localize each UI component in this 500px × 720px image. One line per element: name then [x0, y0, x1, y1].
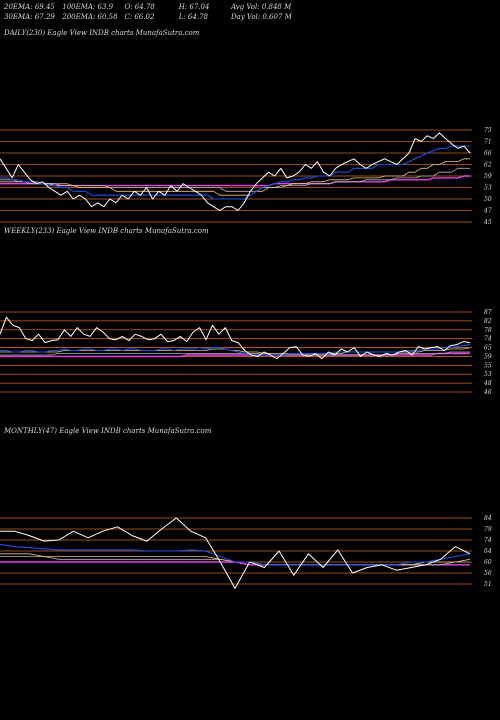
monthly-y-tick-label: 60 [484, 559, 492, 566]
weekly-y-tick-label: 65 [484, 345, 492, 352]
close-label: C: 66.02 [124, 13, 155, 21]
low-label: L: 64.78 [178, 13, 208, 21]
ema200-label: 200EMA: 60.58 [62, 13, 118, 21]
monthly-price-line [0, 517, 471, 589]
weekly-y-tick-label: 46 [483, 389, 492, 396]
day-vol-label: Day Vol: 0.607 M [230, 13, 292, 21]
daily-y-tick-label: 59 [484, 173, 492, 180]
monthly-ema-short-line [0, 543, 471, 566]
weekly-y-tick-label: 53 [484, 371, 492, 378]
avg-vol-label: Avg Vol: 0.848 M [230, 3, 292, 11]
ema20-label: 20EMA: 69.45 [4, 3, 55, 11]
weekly-ema-short-line [0, 344, 471, 356]
high-label: H: 67.04 [178, 3, 210, 11]
monthly-y-tick-label: 84 [484, 515, 492, 522]
ema100-label: 100EMA: 63.9 [62, 3, 114, 11]
weekly-chart-title: WEEKLY(233) Eagle View INDB charts Munaf… [4, 227, 209, 235]
monthly-chart-title: MONTHLY(47) Eagle View INDB charts Munaf… [4, 427, 212, 435]
daily-y-tick-label: 66 [484, 150, 492, 157]
daily-ema-mid2-line [0, 167, 470, 192]
weekly-y-tick-label: 48 [483, 380, 492, 387]
weekly-ema-long-line [0, 352, 470, 358]
daily-ema-mid1-line [0, 158, 470, 196]
daily-price-line [0, 132, 471, 211]
weekly-y-tick-label: 78 [484, 327, 492, 334]
weekly-price-line [0, 316, 471, 360]
daily-y-tick-label: 75 [484, 127, 492, 134]
weekly-y-tick-label: 82 [484, 318, 492, 325]
indicator-row-2: 30EMA: 67.29 200EMA: 60.58 C: 66.02 L: 6… [4, 13, 292, 22]
monthly-y-tick-label: 51 [484, 581, 492, 588]
monthly-y-tick-label: 64 [484, 548, 492, 555]
ema30-label: 30EMA: 67.29 [4, 13, 55, 21]
weekly-y-tick-label: 87 [484, 309, 492, 316]
daily-y-tick-label: 45 [483, 219, 492, 226]
open-label: O: 64.78 [124, 3, 155, 11]
monthly-ema-mid2-line [0, 556, 470, 566]
daily-y-tick-label: 62 [484, 162, 492, 169]
daily-y-tick-label: 47 [483, 208, 492, 215]
monthly-y-tick-label: 79 [484, 526, 492, 533]
weekly-y-tick-label: 59 [484, 353, 492, 360]
daily-y-tick-label: 50 [484, 196, 492, 203]
indicator-row-1: 20EMA: 69.45 100EMA: 63.9 O: 64.78 H: 67… [4, 3, 291, 12]
daily-y-tick-label: 53 [484, 185, 492, 192]
monthly-y-tick-label: 56 [484, 570, 492, 577]
monthly-y-tick-label: 74 [484, 537, 492, 544]
daily-chart-title: DAILY(230) Eagle View INDB charts Munafa… [4, 29, 200, 37]
daily-y-tick-label: 71 [484, 139, 492, 146]
weekly-y-tick-label: 74 [484, 336, 492, 343]
weekly-y-tick-label: 55 [484, 362, 492, 369]
daily-ema-short-line [0, 145, 470, 200]
daily-ema-long-line [0, 175, 470, 187]
